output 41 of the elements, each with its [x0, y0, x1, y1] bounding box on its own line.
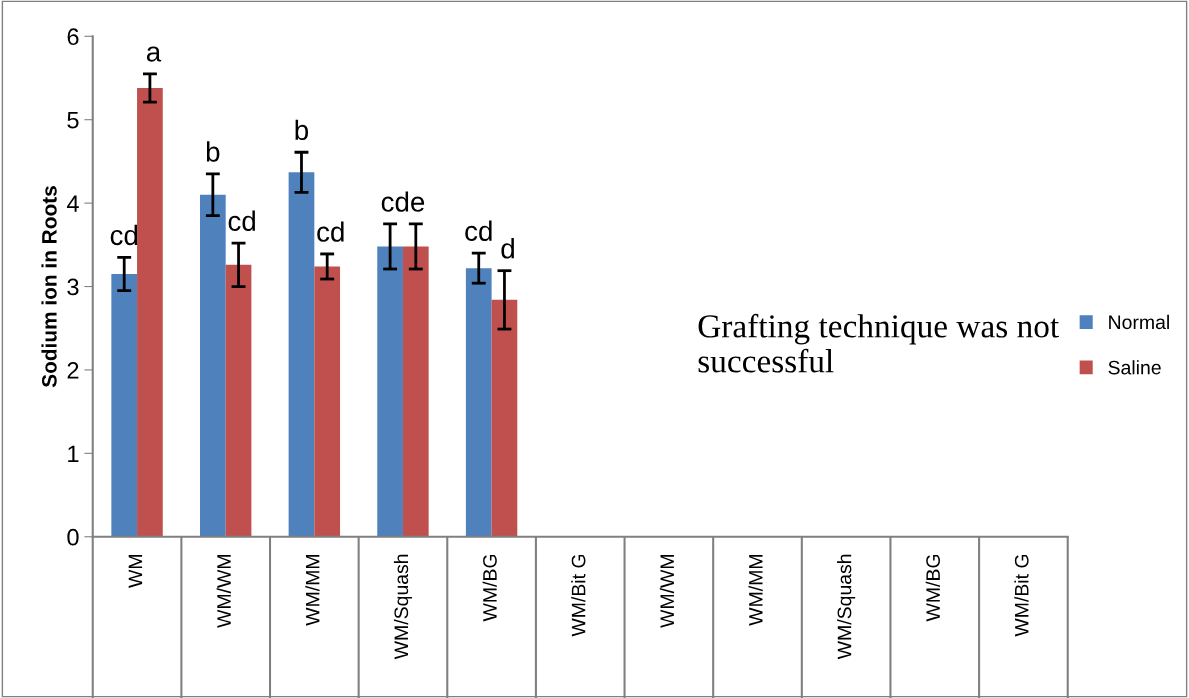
bar — [465, 268, 492, 537]
x-tick-label: WM/MM — [305, 555, 320, 626]
annotation: cd — [465, 220, 492, 241]
annotation: d — [501, 238, 514, 259]
bar — [314, 266, 341, 537]
x-tick-label: WM — [128, 555, 143, 588]
y-tick-label: 2 — [67, 362, 79, 379]
y-tick-label: 1 — [68, 445, 79, 462]
y-tick-label: 3 — [67, 278, 79, 296]
y-tick-label: 6 — [67, 28, 79, 46]
bar — [288, 172, 315, 537]
x-tick-label: WM/MM — [748, 555, 763, 626]
legend-label: Saline — [1108, 360, 1161, 375]
annotation: a — [146, 46, 162, 62]
annotation: cd — [110, 224, 138, 246]
x-tick-label: WM/BG — [925, 554, 940, 622]
x-tick-label: WM/Squash — [393, 554, 413, 660]
annotation: cd — [228, 210, 255, 231]
x-tick-label: WM/Squash — [837, 554, 856, 660]
legend-label: Normal — [1109, 314, 1169, 330]
x-tick-label: WM/Bit G — [1014, 554, 1029, 637]
annotation: cd — [317, 221, 344, 242]
annotation: b — [206, 141, 220, 162]
bar — [225, 264, 252, 537]
y-axis-title: Sodium ion in Roots — [41, 186, 57, 388]
annotation: Grafting technique was not successful — [698, 313, 1059, 373]
annotation: b — [295, 119, 309, 141]
bar — [137, 88, 163, 537]
x-tick-label: WM/Bit G — [571, 554, 586, 637]
y-tick-label: 4 — [66, 195, 79, 212]
annotation: cde — [381, 191, 425, 212]
x-tick-label: WM/WM — [216, 555, 231, 628]
bar — [402, 246, 429, 537]
x-tick-label: WM/WM — [659, 555, 675, 628]
x-tick-label: WM/BG — [482, 554, 497, 622]
bar — [111, 274, 138, 537]
y-tick-label: 5 — [67, 112, 79, 129]
y-tick-label: 0 — [67, 528, 79, 546]
bar — [377, 246, 403, 537]
bar — [199, 194, 226, 537]
bar — [491, 299, 518, 537]
